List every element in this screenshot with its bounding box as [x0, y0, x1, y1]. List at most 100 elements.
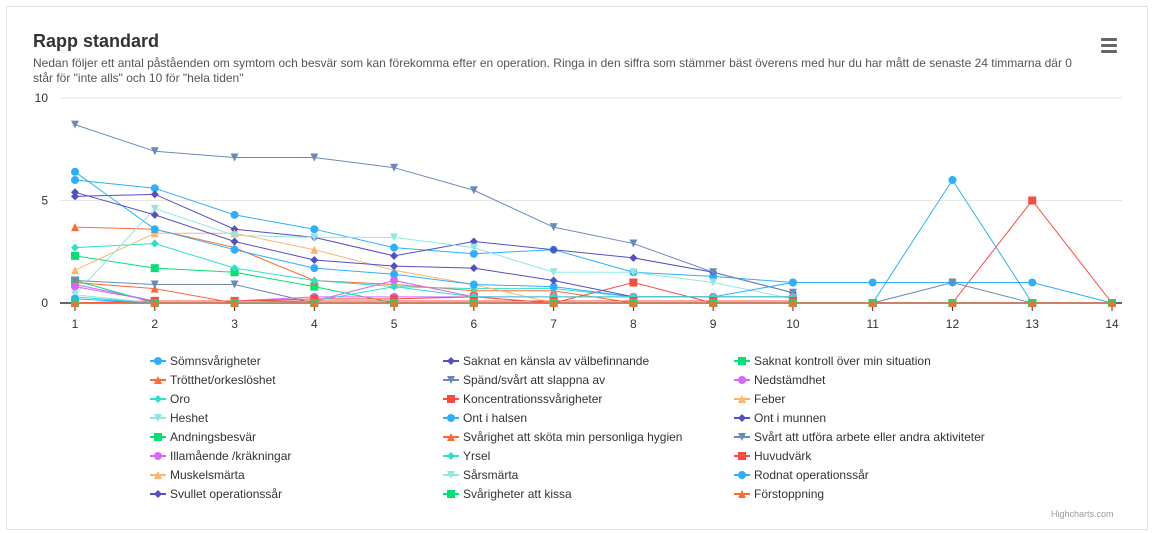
data-point[interactable]	[390, 299, 399, 307]
data-point[interactable]	[469, 243, 478, 252]
series-line[interactable]	[74, 199, 1113, 304]
series-2[interactable]	[71, 190, 797, 297]
data-point[interactable]	[709, 272, 718, 281]
data-point[interactable]	[150, 284, 159, 293]
data-point[interactable]	[868, 278, 877, 287]
data-point[interactable]	[788, 288, 797, 297]
data-point[interactable]	[150, 204, 159, 213]
data-point[interactable]	[390, 282, 399, 291]
legend-item[interactable]: Ont i munnen	[734, 409, 826, 427]
data-point[interactable]	[1108, 299, 1116, 307]
legend-item[interactable]: Feber	[734, 390, 785, 408]
data-point[interactable]	[549, 282, 558, 291]
data-point[interactable]	[549, 223, 558, 232]
series-line[interactable]	[74, 300, 793, 304]
data-point[interactable]	[629, 278, 638, 287]
data-point[interactable]	[629, 268, 638, 277]
data-point[interactable]	[549, 245, 558, 254]
legend-item[interactable]: Saknat kontroll över min situation	[734, 352, 931, 370]
data-point[interactable]	[629, 253, 638, 262]
data-point[interactable]	[549, 268, 558, 277]
legend-item[interactable]: Illamående /kräkningar	[150, 447, 291, 465]
legend-item[interactable]: Svårt att utföra arbete eller andra akti…	[734, 428, 985, 446]
highcharts-credits[interactable]: Highcharts.com	[1051, 509, 1114, 519]
data-point[interactable]	[150, 147, 159, 156]
series-line[interactable]	[74, 124, 794, 294]
data-point[interactable]	[629, 239, 638, 248]
series-5[interactable]	[71, 120, 797, 297]
legend-item[interactable]: Svårigheter att kissa	[443, 485, 572, 503]
legend-item[interactable]: Svårighet att sköta min personliga hygie…	[443, 428, 682, 446]
data-point[interactable]	[390, 243, 399, 252]
legend-item[interactable]: Koncentrationssvårigheter	[443, 390, 602, 408]
data-point[interactable]	[150, 184, 159, 193]
data-point[interactable]	[71, 276, 79, 285]
series-24[interactable]	[71, 299, 1116, 307]
data-point[interactable]	[390, 163, 399, 172]
series-line[interactable]	[74, 171, 1113, 304]
series-line[interactable]	[74, 179, 793, 283]
data-point[interactable]	[469, 264, 478, 273]
series-line[interactable]	[74, 284, 793, 302]
series-line[interactable]	[74, 282, 793, 304]
legend-item[interactable]: Saknat en känsla av välbefinnande	[443, 352, 649, 370]
series-21[interactable]	[71, 176, 1116, 307]
data-point[interactable]	[549, 276, 558, 285]
legend-item[interactable]: Rodnat operationssår	[734, 466, 869, 484]
data-point[interactable]	[868, 299, 877, 307]
legend-item[interactable]: Förstoppning	[734, 485, 824, 503]
data-point[interactable]	[469, 299, 478, 307]
data-point[interactable]	[150, 239, 159, 248]
legend-item[interactable]: Spänd/svårt att slappna av	[443, 371, 605, 389]
data-point[interactable]	[71, 188, 79, 197]
legend-item[interactable]: Oro	[150, 390, 190, 408]
data-point[interactable]	[948, 278, 957, 287]
data-point[interactable]	[469, 280, 478, 289]
data-point[interactable]	[230, 264, 239, 273]
data-point[interactable]	[230, 237, 239, 246]
data-point[interactable]	[71, 223, 79, 232]
data-point[interactable]	[71, 192, 79, 201]
data-point[interactable]	[310, 264, 319, 273]
data-point[interactable]	[629, 299, 638, 307]
data-point[interactable]	[549, 299, 558, 307]
data-point[interactable]	[1028, 278, 1037, 287]
data-point[interactable]	[71, 120, 79, 129]
data-point[interactable]	[230, 299, 239, 307]
data-point[interactable]	[390, 270, 399, 279]
series-11[interactable]	[71, 167, 1116, 307]
legend-item[interactable]: Trötthet/orkeslöshet	[150, 371, 276, 389]
data-point[interactable]	[948, 176, 957, 184]
series-line[interactable]	[74, 191, 793, 298]
data-point[interactable]	[71, 243, 79, 252]
hamburger-menu-icon[interactable]	[1098, 38, 1120, 56]
data-point[interactable]	[788, 299, 797, 307]
data-point[interactable]	[469, 237, 478, 246]
data-point[interactable]	[390, 276, 399, 285]
series-line[interactable]	[74, 193, 794, 294]
legend-item[interactable]: Andningsbesvär	[150, 428, 256, 446]
data-point[interactable]	[150, 190, 159, 199]
data-point[interactable]	[150, 225, 159, 234]
legend-item[interactable]: Svullet operationssår	[150, 485, 282, 503]
data-point[interactable]	[469, 249, 478, 258]
data-point[interactable]	[150, 299, 159, 307]
legend-item[interactable]: Nedstämdhet	[734, 371, 825, 389]
data-point[interactable]	[150, 229, 159, 238]
legend-item[interactable]: Yrsel	[443, 447, 490, 465]
data-point[interactable]	[230, 231, 239, 240]
legend-item[interactable]: Heshet	[150, 409, 208, 427]
data-point[interactable]	[948, 299, 957, 307]
data-point[interactable]	[230, 245, 239, 254]
data-point[interactable]	[71, 282, 79, 291]
series-3[interactable]	[71, 251, 1116, 307]
data-point[interactable]	[71, 290, 79, 299]
data-point[interactable]	[310, 153, 319, 162]
data-point[interactable]	[788, 278, 797, 287]
data-point[interactable]	[390, 233, 399, 242]
data-point[interactable]	[310, 276, 319, 285]
data-point[interactable]	[709, 278, 718, 287]
data-point[interactable]	[709, 268, 718, 277]
data-point[interactable]	[310, 233, 319, 242]
data-point[interactable]	[310, 282, 319, 291]
